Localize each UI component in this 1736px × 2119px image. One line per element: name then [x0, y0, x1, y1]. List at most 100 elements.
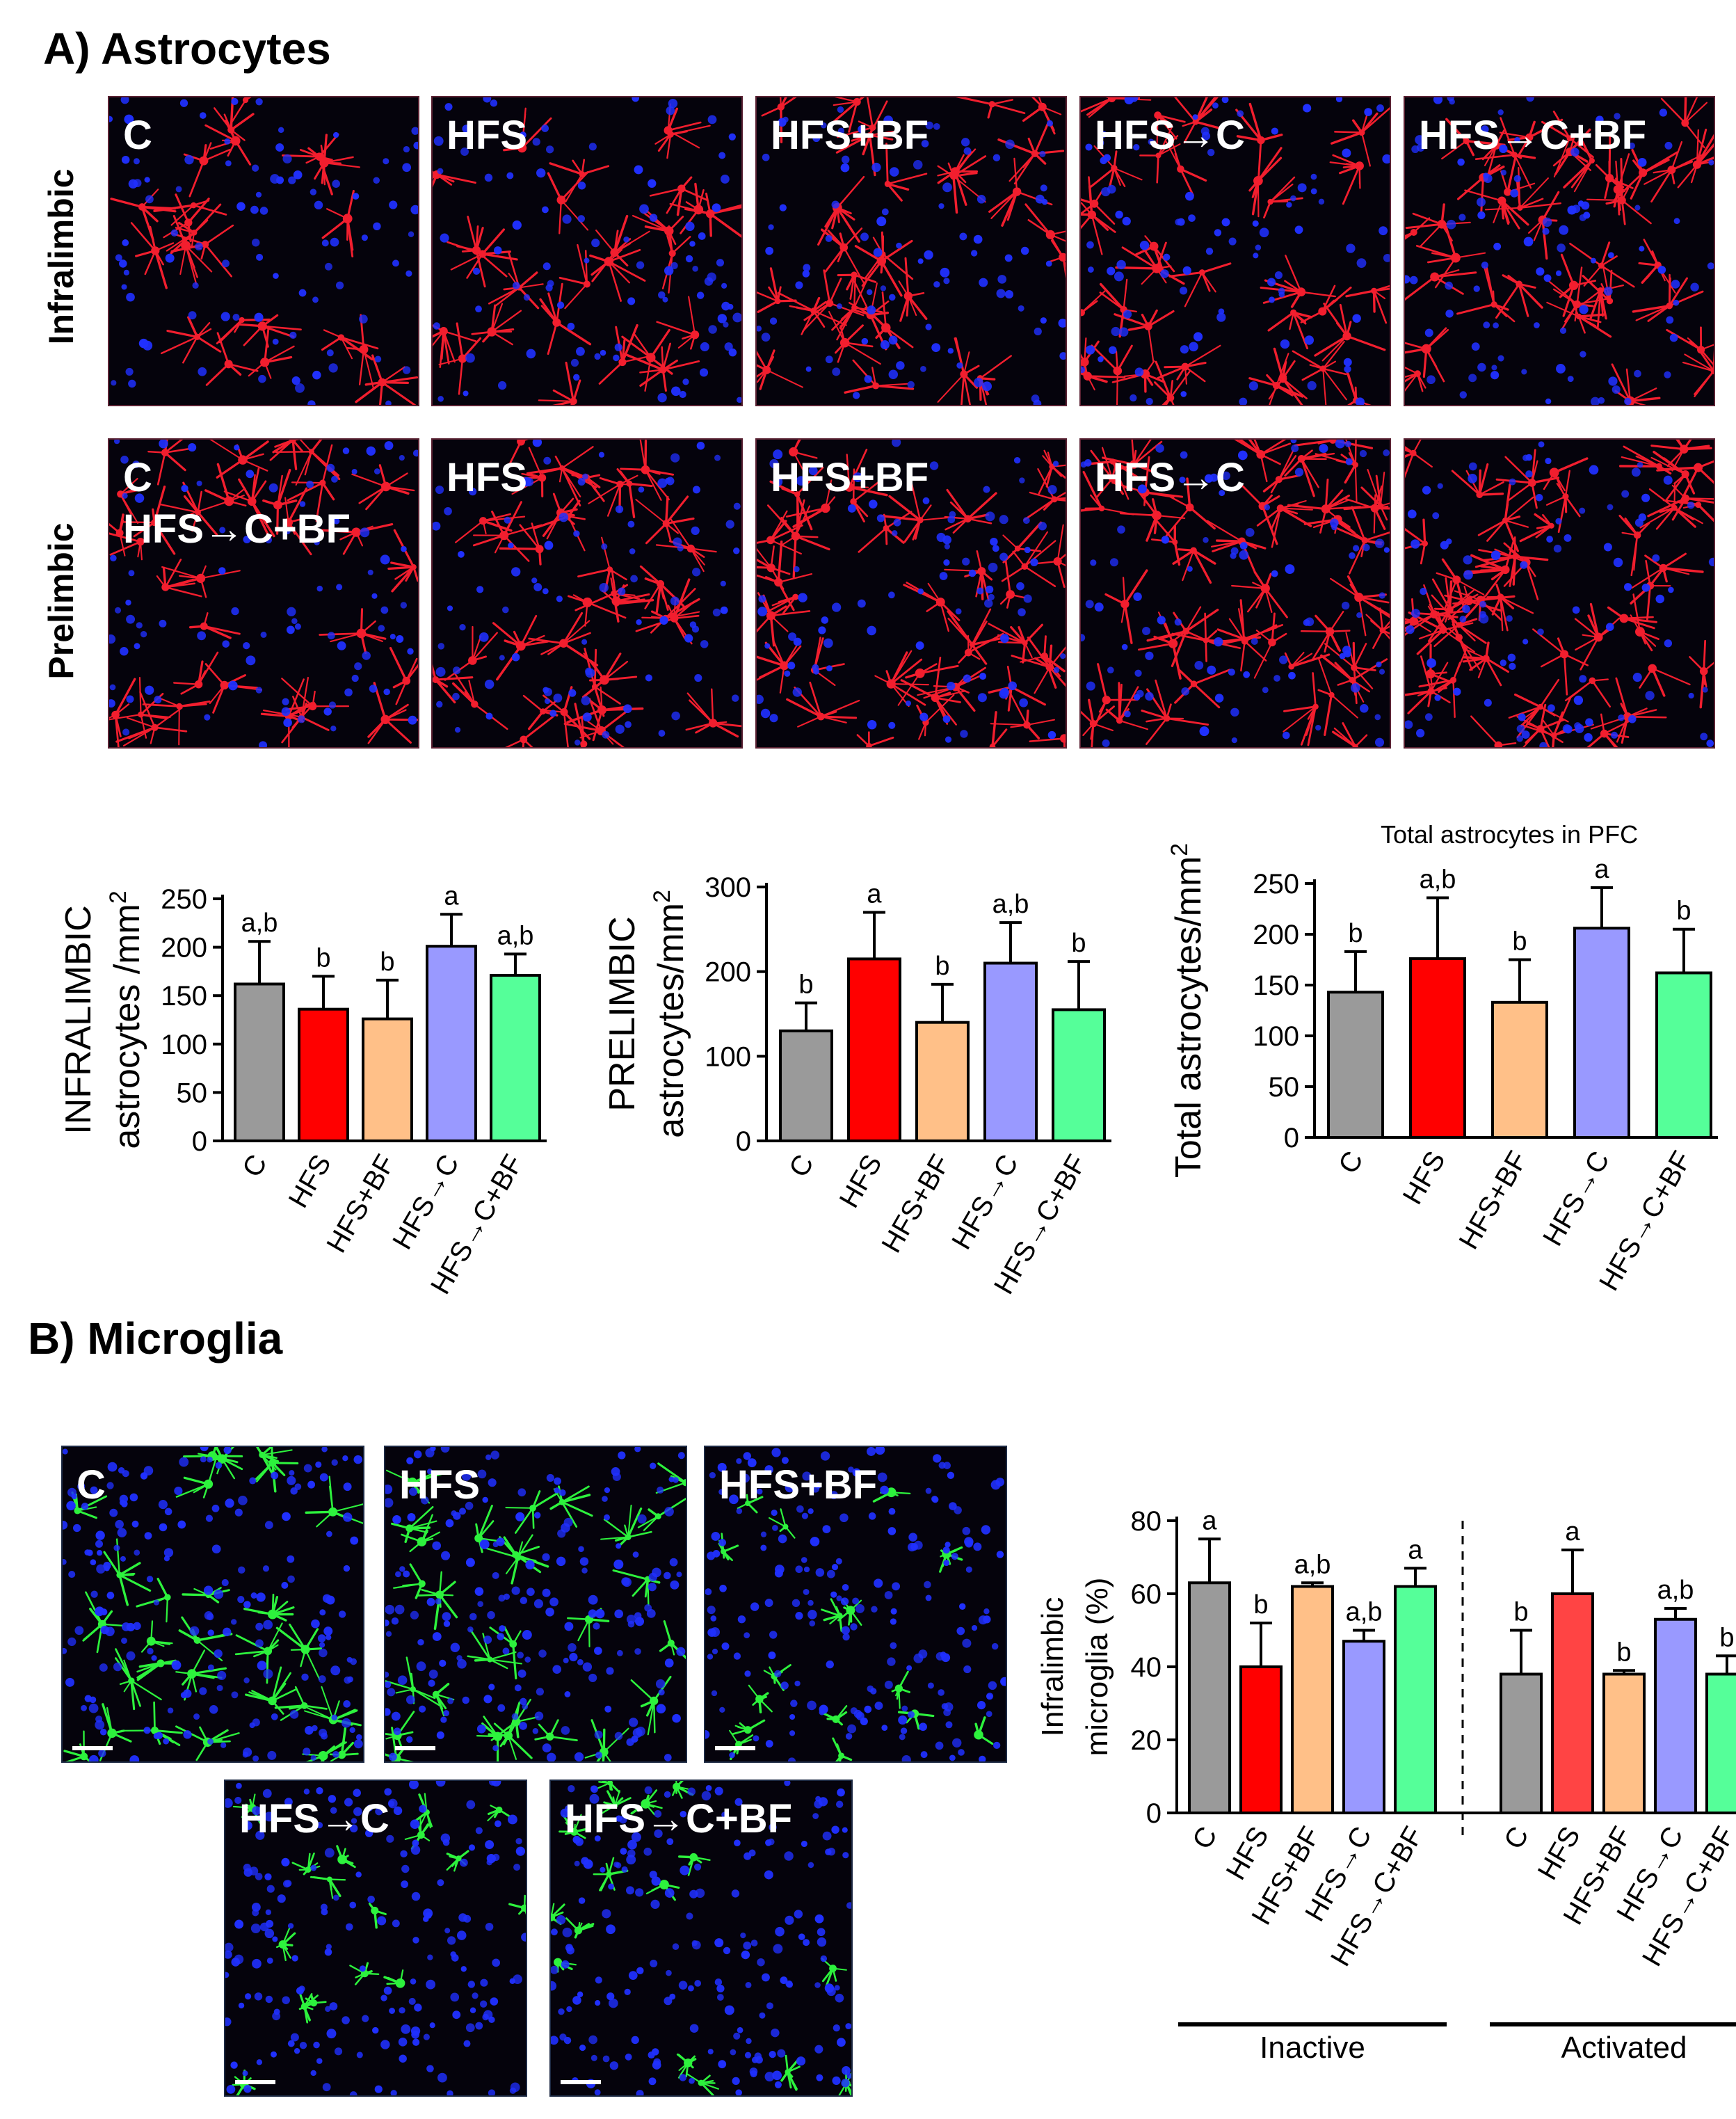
- scale-bar: [715, 1746, 755, 1750]
- prelimbic-panel-1-label-2: HFS→C+BF: [123, 506, 351, 552]
- bar: [490, 973, 541, 1142]
- bar: [1342, 1640, 1385, 1814]
- infralimbic-panel-3: HFS+BF: [755, 96, 1067, 406]
- prelimbic-panel-3: HFS+BF: [755, 438, 1067, 749]
- prelimbic-panel-4: HFS→C: [1079, 438, 1391, 749]
- microglia-panel-2-image: [385, 1447, 686, 1761]
- bar: [1327, 991, 1384, 1139]
- chart-2-svg: 0 50 100 150 200 250 Total astrocytes/mm2 Total…: [1166, 820, 1718, 1296]
- bar: [779, 1029, 833, 1143]
- prelimbic-panel-3-image: [757, 440, 1066, 747]
- y-axis-label: astrocytes/mm2: [649, 890, 691, 1138]
- x-tick-label: C: [1333, 1146, 1369, 1179]
- bar: [1551, 1592, 1594, 1814]
- infralimbic-panel-1: C: [108, 96, 419, 406]
- significance-letter: a,b: [992, 890, 1029, 919]
- infralimbic-panel-5: HFS→C+BF: [1404, 96, 1715, 406]
- y-tick-label: 60: [1131, 1579, 1162, 1610]
- y-tick-label: 40: [1131, 1652, 1162, 1683]
- chart-3-svg: 0 20 40 60 80 Infralimbic microglia (%) a Cb HFS a…: [1036, 1506, 1736, 2065]
- y-tick-label: 250: [1253, 869, 1299, 899]
- y-tick-label: 20: [1131, 1725, 1162, 1756]
- microglia-panel-2: HFS: [384, 1446, 687, 1763]
- x-tick-label: HFS: [1397, 1146, 1452, 1210]
- x-tick-label: HFS+BF: [876, 1150, 956, 1258]
- significance-letter: a,b: [497, 921, 534, 950]
- chart-0-svg: 0 50 100 150 200 250 INFRALIMBIC astrocytes /mm…: [58, 881, 547, 1300]
- microglia-panel-4-label: HFS→C: [239, 1796, 389, 1841]
- scale-bar: [235, 2080, 275, 2084]
- bar: [1602, 1672, 1646, 1814]
- bar: [1655, 971, 1712, 1139]
- bar: [1394, 1585, 1437, 1814]
- bar: [1500, 1672, 1543, 1814]
- y-tick-label: 50: [177, 1078, 208, 1108]
- y-tick-label: 200: [1253, 920, 1299, 950]
- significance-letter: b: [798, 970, 813, 1000]
- significance-letter: b: [1348, 919, 1363, 948]
- section-a-title: A) Astrocytes: [43, 24, 331, 74]
- y-axis-label: microglia (%): [1080, 1578, 1114, 1757]
- y-tick-label: 200: [705, 957, 751, 988]
- bar: [1409, 957, 1466, 1139]
- microglia-panel-4-image: [225, 1781, 526, 2095]
- x-tick-label: HFS: [834, 1150, 888, 1213]
- bar: [426, 945, 477, 1142]
- bar: [1239, 1665, 1283, 1814]
- x-tick-label: C: [1498, 1822, 1535, 1855]
- y-axis-label: INFRALIMBIC: [58, 905, 99, 1134]
- significance-letter: a: [444, 881, 459, 911]
- prelimbic-panel-5: [1404, 438, 1715, 749]
- significance-letter: b: [1616, 1638, 1631, 1667]
- section-b-title: B) Microglia: [28, 1313, 283, 1364]
- microglia-panel-3-image: [705, 1447, 1006, 1761]
- significance-letter: b: [1512, 927, 1527, 957]
- prelimbic-panel-2-label: HFS: [447, 455, 527, 500]
- significance-letter: b: [1719, 1623, 1734, 1652]
- significance-letter: a,b: [1294, 1550, 1331, 1579]
- microglia-panel-3-label: HFS+BF: [719, 1462, 878, 1508]
- bar: [915, 1021, 970, 1142]
- group-label: Activated: [1561, 2031, 1687, 2065]
- x-tick-label: HFS: [1221, 1822, 1275, 1885]
- y-axis-label: Total astrocytes/mm2: [1166, 843, 1209, 1178]
- significance-letter: b: [935, 952, 949, 981]
- significance-letter: a: [1202, 1506, 1217, 1535]
- infralimbic-panel-4: HFS→C: [1079, 96, 1391, 406]
- scale-bar: [561, 2080, 601, 2084]
- infralimbic-panel-2-image: [433, 97, 741, 405]
- x-tick-label: C: [783, 1150, 820, 1183]
- row-label-prelimbic: Prelimbic: [42, 522, 81, 680]
- infralimbic-panel-5-image: [1405, 97, 1714, 405]
- microglia-panel-3: HFS+BF: [704, 1446, 1007, 1763]
- y-tick-label: 100: [161, 1030, 207, 1060]
- microglia-panel-4: HFS→C: [224, 1780, 527, 2097]
- y-axis-label: PRELIMBIC: [602, 916, 643, 1111]
- microglia-panel-1-image: [63, 1447, 363, 1761]
- infralimbic-panel-4-label: HFS→C: [1095, 113, 1245, 158]
- infralimbic-panel-2-label: HFS: [447, 113, 527, 158]
- microglia-panel-1: C: [61, 1446, 364, 1763]
- row-label-infralimbic: Infralimbic: [42, 168, 81, 345]
- x-tick-label: HFS: [283, 1150, 337, 1213]
- chart-1-svg: 0 100 200 300 PRELIMBIC astrocytes/mm2 b Ca HFS b…: [602, 872, 1111, 1300]
- microglia-panel-5-label: HFS→C+BF: [565, 1796, 793, 1841]
- significance-letter: a,b: [1420, 865, 1456, 894]
- bar: [1291, 1585, 1334, 1814]
- y-tick-label: 0: [1284, 1123, 1299, 1153]
- significance-letter: a,b: [241, 909, 278, 938]
- bar: [1052, 1008, 1106, 1142]
- y-tick-label: 100: [705, 1041, 751, 1072]
- scale-bar: [72, 1746, 113, 1750]
- bar: [983, 961, 1038, 1142]
- bar: [1573, 927, 1630, 1140]
- microglia-panel-2-label: HFS: [399, 1462, 480, 1508]
- significance-letter: b: [1071, 929, 1086, 958]
- x-tick-label: C: [236, 1150, 273, 1183]
- bar: [362, 1017, 413, 1142]
- y-axis-label: astrocytes /mm2: [105, 890, 147, 1149]
- infralimbic-panel-4-image: [1081, 97, 1390, 405]
- significance-letter: b: [1513, 1598, 1528, 1627]
- infralimbic-panel-5-label: HFS→C+BF: [1419, 113, 1647, 158]
